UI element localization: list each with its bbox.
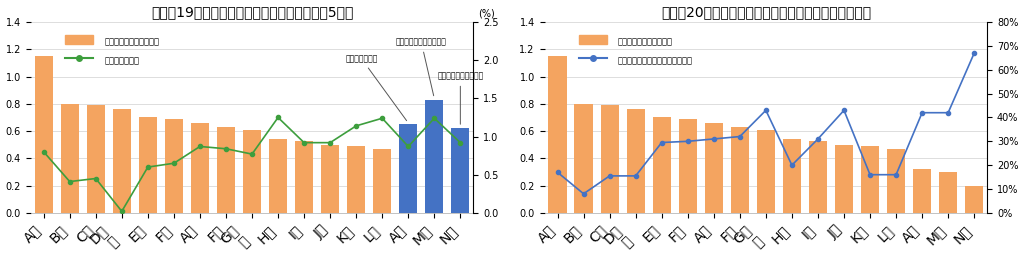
Bar [295, 141, 313, 213]
Bar [549, 56, 566, 213]
Bar [939, 172, 957, 213]
Bar [887, 149, 905, 213]
Text: (%): (%) [478, 8, 495, 18]
Bar [138, 118, 157, 213]
Bar [965, 186, 983, 213]
Text: バランス型全体: バランス型全体 [345, 54, 407, 121]
Title: （図表20）「逆ザヤ」安全資産比率とシャープレシオ: （図表20）「逆ザヤ」安全資産比率とシャープレシオ [660, 6, 871, 19]
Bar [113, 109, 131, 213]
Bar [782, 139, 801, 213]
Bar [399, 124, 418, 213]
Bar [705, 123, 723, 213]
Bar [60, 104, 79, 213]
Text: バランス型インデックス: バランス型インデックス [396, 38, 446, 96]
Bar [574, 104, 593, 213]
Bar [809, 141, 827, 213]
Bar [452, 128, 469, 213]
Bar [861, 146, 880, 213]
Bar [190, 123, 209, 213]
Bar [87, 105, 104, 213]
Bar [321, 145, 339, 213]
Bar [425, 100, 443, 213]
Title: （図表19）コスト控除後のシャープレシオ（5年）: （図表19）コスト控除後のシャープレシオ（5年） [151, 6, 353, 19]
Bar [165, 119, 183, 213]
Bar [217, 127, 236, 213]
Bar [835, 145, 853, 213]
Bar [243, 130, 261, 213]
Bar [35, 56, 53, 213]
Bar [652, 118, 671, 213]
Bar [731, 127, 749, 213]
Bar [600, 105, 618, 213]
Text: バランス型アクティブ: バランス型アクティブ [437, 72, 483, 124]
Bar [347, 146, 366, 213]
Bar [913, 169, 931, 213]
Legend: シャープレシオ（左軸）, コスト（右軸）: シャープレシオ（左軸）, コスト（右軸） [59, 29, 165, 70]
Bar [269, 139, 287, 213]
Bar [373, 149, 391, 213]
Bar [679, 119, 697, 213]
Bar [757, 130, 775, 213]
Legend: シャープレシオ（左軸）, 「逆ザヤ」安全資産比率（右軸）: シャープレシオ（左軸）, 「逆ザヤ」安全資産比率（右軸） [573, 29, 698, 70]
Bar [627, 109, 645, 213]
